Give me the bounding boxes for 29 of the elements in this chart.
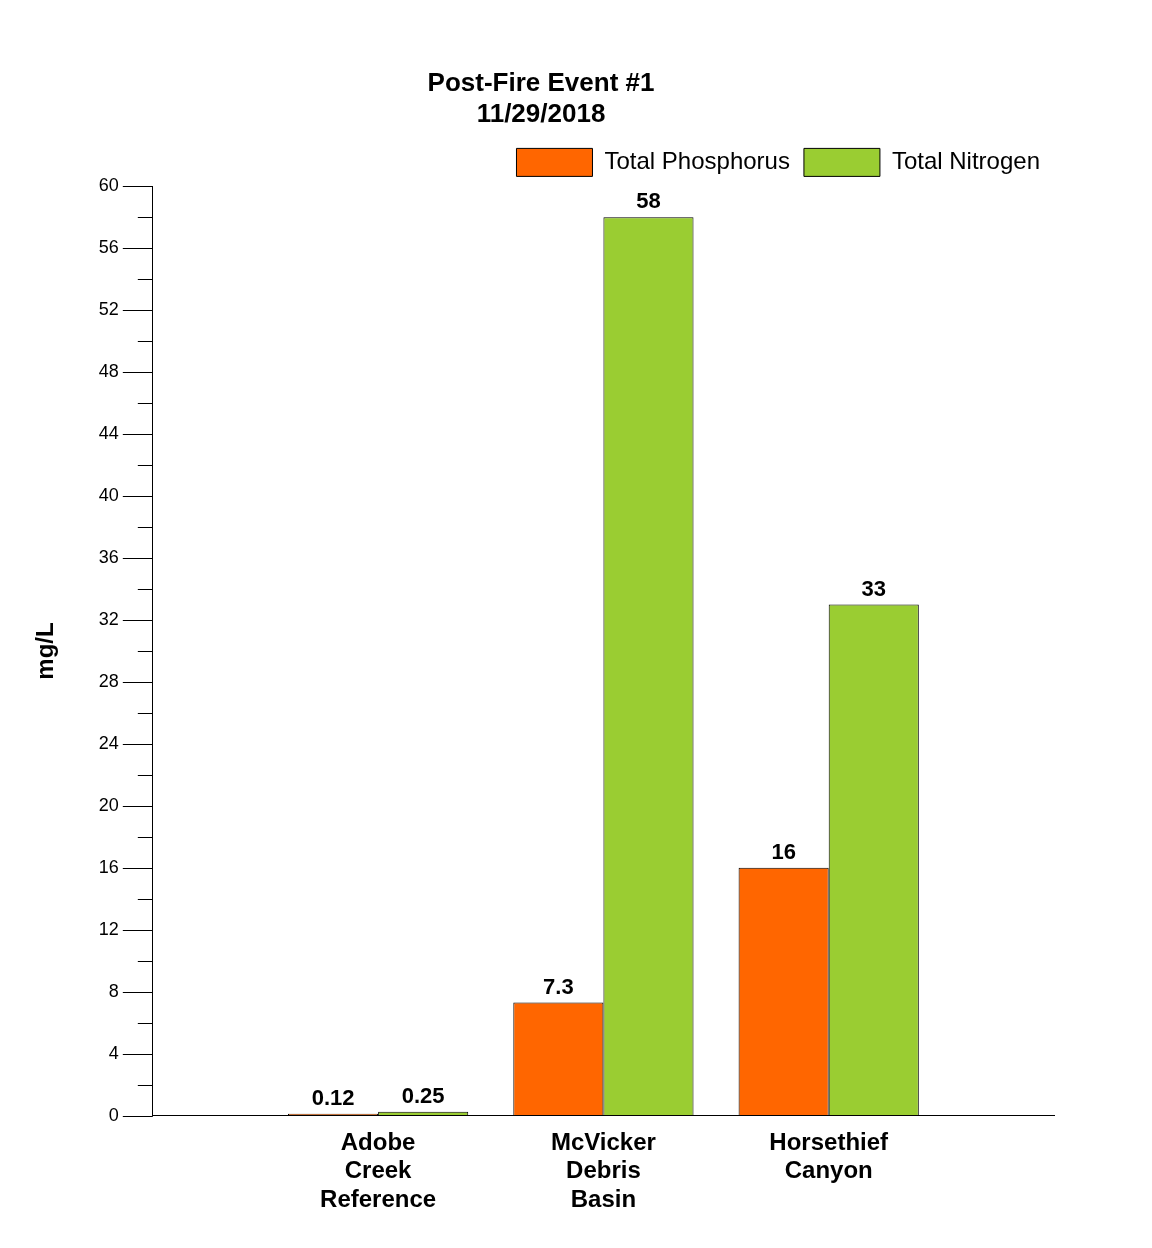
y-tick-label: 44: [98, 423, 119, 444]
y-tick-label: 8: [108, 980, 119, 1001]
y-tick-label: 24: [98, 732, 119, 753]
x-tick-label: Adobe Creek Reference: [320, 1127, 437, 1213]
y-tick-label: 28: [98, 670, 119, 691]
x-tick-label: McVicker Debris Basin: [550, 1127, 656, 1213]
y-tick-label: 32: [98, 609, 119, 629]
y-tick-label: 52: [98, 299, 119, 320]
data-label: 16: [771, 838, 796, 864]
data-label: 7.3: [543, 973, 574, 999]
y-tick-label: 56: [98, 237, 119, 258]
y-tick-label: 40: [98, 485, 119, 506]
y-tick-label: 4: [108, 1042, 119, 1063]
y-tick-label: 60: [98, 175, 119, 196]
x-tick-label: Horsethief Canyon: [769, 1127, 890, 1184]
y-tick-label: 12: [98, 918, 119, 939]
data-label: 58: [636, 188, 661, 214]
legend-label: Total Nitrogen: [891, 147, 1040, 175]
y-tick-label: 48: [98, 361, 119, 382]
legend-label: Total Phosphorus: [604, 147, 790, 175]
data-label: 0.12: [311, 1084, 355, 1110]
y-tick-label: 36: [98, 547, 119, 568]
chart-title: Post-Fire Event #1 11/29/2018: [427, 66, 655, 128]
y-tick-label: 20: [98, 794, 119, 815]
y-tick-label: 16: [98, 856, 119, 877]
data-label: 0.25: [401, 1082, 445, 1108]
y-tick-label: 0: [108, 1104, 119, 1125]
data-label: 33: [861, 575, 887, 601]
y-axis-title: mg/L: [31, 622, 59, 680]
